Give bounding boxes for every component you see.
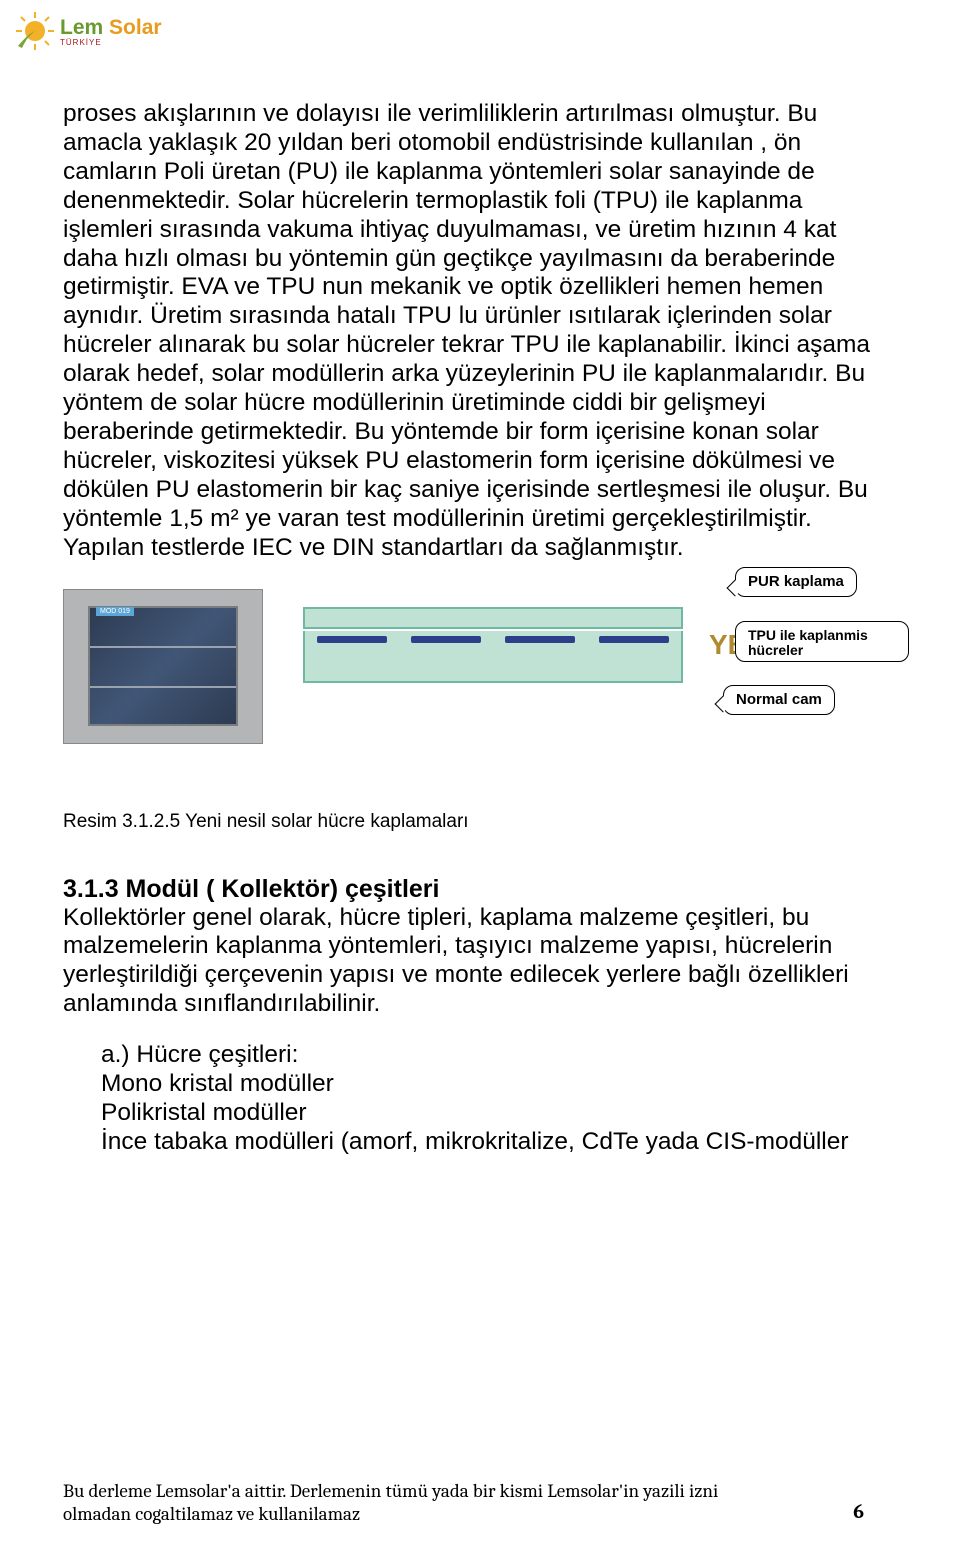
diagram-area: MOD 019 YB PUR kaplama TPU ile k — [63, 577, 893, 797]
cell-strip — [411, 636, 481, 643]
solar-cell-inner: MOD 019 — [88, 606, 238, 726]
list-item: Polikristal modüller — [101, 1099, 893, 1128]
subsection-a: a.) Hücre çeşitleri: Mono kristal modüll… — [101, 1041, 893, 1157]
cell-strip — [505, 636, 575, 643]
tpu-label-line2: hücreler — [748, 643, 896, 658]
footer-line1: Bu derleme Lemsolar'a aittir. Derlemenin… — [63, 1480, 903, 1504]
tpu-label-box: TPU ile kaplanmis hücreler — [735, 621, 909, 662]
cross-section-diagram — [283, 597, 703, 737]
company-logo: Lem Solar TÜRKİYE — [14, 10, 162, 52]
logo-brand-orange: Solar — [103, 16, 161, 39]
list-item: İnce tabaka modülleri (amorf, mikrokrita… — [101, 1128, 893, 1157]
glass-layer — [303, 649, 683, 683]
main-paragraph: proses akışlarının ve dolayısı ile verim… — [63, 100, 893, 563]
page-content: proses akışlarının ve dolayısı ile verim… — [63, 100, 893, 1157]
page-number: 6 — [853, 1500, 864, 1523]
pur-label-text: PUR kaplama — [748, 573, 844, 590]
glass-label-text: Normal cam — [736, 691, 822, 708]
subsection-a-title: a.) Hücre çeşitleri: — [101, 1041, 893, 1070]
pur-label-box: PUR kaplama — [735, 567, 857, 598]
glass-label-box: Normal cam — [723, 685, 835, 716]
footer-line2: olmadan cogaltilamaz ve kullanilamaz — [63, 1503, 903, 1527]
figure-caption: Resim 3.1.2.5 Yeni nesil solar hücre kap… — [63, 811, 893, 833]
section-body: Kollektörler genel olarak, hücre tipleri… — [63, 904, 893, 1020]
cell-strip — [599, 636, 669, 643]
solar-cell-photo: MOD 019 — [63, 589, 263, 744]
cell-strip — [317, 636, 387, 643]
logo-text: Lem Solar TÜRKİYE — [60, 16, 162, 47]
list-item: Mono kristal modüller — [101, 1070, 893, 1099]
solar-cell-module-label: MOD 019 — [96, 607, 134, 616]
tpu-cell-layer — [303, 631, 683, 649]
section-heading: 3.1.3 Modül ( Kollektör) çeşitleri — [63, 875, 893, 904]
footer-copyright: Bu derleme Lemsolar'a aittir. Derlemenin… — [63, 1480, 903, 1528]
tpu-label-line1: TPU ile kaplanmis — [748, 628, 896, 643]
pur-layer — [303, 607, 683, 629]
logo-brand-green: Lem — [60, 16, 103, 39]
sun-leaf-icon — [14, 10, 56, 52]
